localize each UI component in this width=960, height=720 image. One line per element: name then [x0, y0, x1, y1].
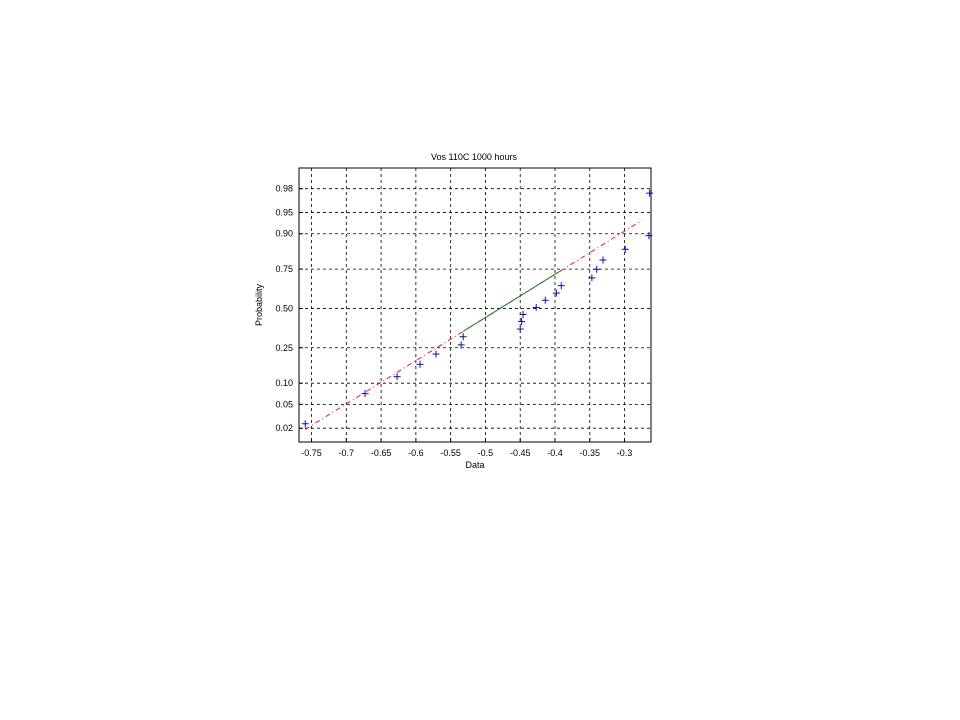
x-tick-label: -0.55 — [440, 448, 461, 458]
x-tick-label: -0.75 — [301, 448, 322, 458]
data-point — [599, 256, 607, 264]
data-point — [301, 420, 309, 428]
y-tick-label: 0.75 — [275, 264, 293, 274]
x-axis-title: Data — [465, 460, 484, 470]
data-point — [432, 350, 440, 358]
data-point — [646, 189, 654, 197]
data-points — [301, 189, 654, 428]
data-point — [541, 296, 549, 304]
x-axis-ticks: -0.75 -0.7 -0.65 -0.6 -0.55 -0.5 -0.45 -0.4 -0.3… — [301, 438, 632, 458]
x-tick-label: -0.35 — [580, 448, 601, 458]
data-point — [459, 333, 467, 341]
chart-title: Vos 110C 1000 hours — [431, 152, 517, 162]
data-point — [621, 245, 629, 253]
data-point — [519, 310, 527, 318]
data-point — [588, 274, 596, 282]
plot-frame — [298, 167, 652, 443]
y-tick-label: 0.02 — [275, 423, 293, 433]
data-point — [532, 303, 540, 311]
y-axis-ticks: 0.02 0.05 0.10 0.25 0.50 0.75 0.90 0.95 0.98 — [275, 184, 303, 433]
data-point — [516, 325, 524, 333]
data-point — [361, 390, 369, 398]
x-tick-label: -0.45 — [510, 448, 531, 458]
x-tick-label: -0.4 — [547, 448, 563, 458]
y-axis-title: Probability — [254, 283, 264, 326]
y-tick-label: 0.95 — [275, 208, 293, 218]
data-point — [457, 341, 465, 349]
data-point — [557, 282, 565, 290]
fit-line — [304, 219, 643, 430]
y-tick-label: 0.90 — [275, 229, 293, 239]
data-point — [552, 289, 560, 297]
x-tick-label: -0.3 — [617, 448, 633, 458]
x-tick-label: -0.6 — [408, 448, 424, 458]
y-tick-label: 0.50 — [275, 303, 293, 313]
x-tick-label: -0.5 — [478, 448, 494, 458]
data-point — [518, 318, 526, 326]
y-tick-label: 0.10 — [275, 378, 293, 388]
data-point — [416, 360, 424, 368]
y-tick-label: 0.05 — [275, 399, 293, 409]
data-point — [393, 373, 401, 381]
x-tick-label: -0.65 — [371, 448, 392, 458]
y-tick-label: 0.98 — [275, 184, 293, 194]
grid — [299, 168, 651, 442]
y-tick-label: 0.25 — [275, 343, 293, 353]
fit-line-quartile — [462, 270, 562, 332]
data-point — [593, 265, 601, 273]
x-tick-label: -0.7 — [339, 448, 355, 458]
